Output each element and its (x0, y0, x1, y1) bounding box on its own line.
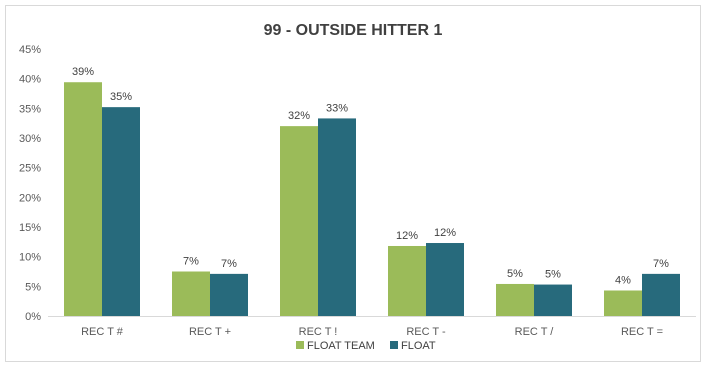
x-tick-label: REC T ! (299, 326, 338, 338)
y-tick-label: 20% (19, 192, 41, 204)
x-tick-label: REC T # (81, 326, 124, 338)
bar-float (318, 118, 356, 316)
x-axis: REC T # REC T + REC T ! REC T - REC T / REC T… (48, 316, 696, 338)
legend: FLOAT TEAM FLOAT (296, 340, 436, 352)
y-tick-label: 15% (19, 222, 41, 234)
data-label: 7% (221, 258, 237, 270)
x-tick-label: REC T + (189, 326, 231, 338)
x-tick-label: REC T = (621, 326, 663, 338)
x-tick-label: REC T / (515, 326, 555, 338)
bar-float-team (280, 126, 318, 316)
x-tick-label: REC T - (406, 326, 446, 338)
legend-label: FLOAT (401, 340, 436, 352)
bar-float (642, 273, 680, 316)
data-label: 35% (110, 91, 132, 103)
y-axis: 0% 5% 10% 15% 20% 25% 30% 35% 40% 45% (19, 44, 41, 323)
bar-float (102, 107, 140, 316)
bar-float (210, 273, 248, 316)
chart-container: 99 - OUTSIDE HITTER 1 0% 5% 10% 15% 20% 25% 30… (5, 5, 701, 362)
data-label: 5% (545, 269, 561, 281)
y-tick-label: 0% (25, 311, 41, 323)
data-label: 7% (183, 256, 199, 268)
data-label: 5% (507, 268, 523, 280)
bar-float-team (64, 82, 102, 316)
data-label: 39% (72, 66, 94, 78)
bar-float (534, 284, 572, 316)
bar-float-team (496, 283, 534, 316)
bar-chart: 99 - OUTSIDE HITTER 1 0% 5% 10% 15% 20% 25% 30… (19, 22, 696, 352)
y-tick-label: 25% (19, 163, 41, 175)
y-tick-label: 5% (25, 281, 41, 293)
data-label: 4% (615, 274, 631, 286)
data-label: 12% (434, 227, 456, 239)
bar-float-team (388, 245, 426, 316)
data-label: 12% (396, 230, 418, 242)
y-tick-label: 45% (19, 44, 41, 56)
data-label: 32% (288, 110, 310, 122)
data-label: 33% (326, 102, 348, 114)
y-tick-label: 35% (19, 103, 41, 115)
y-tick-label: 10% (19, 252, 41, 264)
bar-float-team (604, 290, 642, 316)
data-label: 7% (653, 258, 669, 270)
y-tick-label: 30% (19, 133, 41, 145)
bar-float-team (172, 271, 210, 316)
chart-title: 99 - OUTSIDE HITTER 1 (264, 22, 443, 39)
legend-swatch (390, 341, 398, 349)
y-tick-label: 40% (19, 74, 41, 86)
bar-float (426, 243, 464, 316)
legend-label: FLOAT TEAM (307, 340, 375, 352)
bar-groups: 39% 35% 7% 7% 32% 33% 12% 12% 5% 5% 4% 7% (64, 66, 680, 316)
legend-swatch (296, 341, 304, 349)
